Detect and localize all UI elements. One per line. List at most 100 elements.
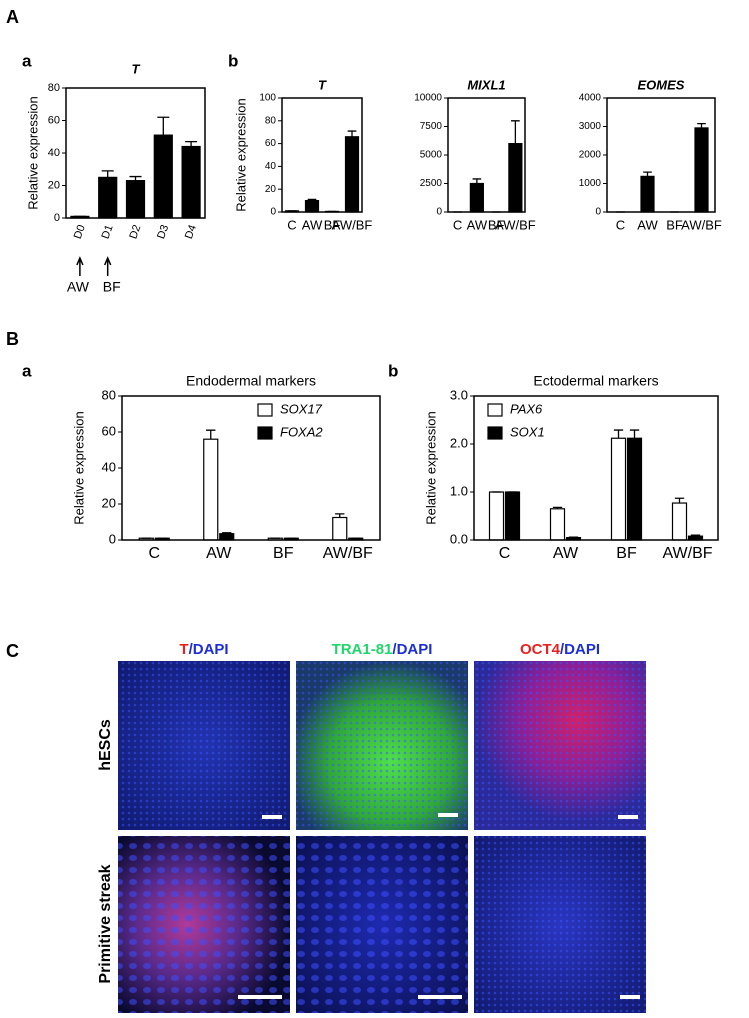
plot-frame [447,97,526,213]
legend-swatch [257,426,273,440]
x-tick-label: C [453,217,462,232]
x-tick-label: BF [488,217,505,232]
bar [98,176,118,219]
scale-bar [618,815,638,819]
image-texture [296,661,468,830]
error-bar [307,198,317,201]
error-bar [157,116,170,136]
x-tick-label: AW [553,545,579,562]
panel-label: A [6,7,19,27]
y-tick-label: 4000 [579,93,602,104]
column-label: TRA1-81/DAPI [332,641,433,658]
column-label: OCT4/DAPI [520,641,600,658]
image-texture [474,836,646,1013]
annotation: BF [103,279,121,295]
scale-bar [438,813,458,817]
x-tick-label: D3 [155,223,171,240]
annotation-arrow [104,256,112,276]
y-tick-label: 0 [270,207,276,218]
plot-frame [606,97,716,213]
y-tick-label: 60 [102,423,116,438]
bar [610,437,627,541]
y-tick-label: 40 [102,459,116,474]
error-bar [690,534,701,537]
y-tick-label: 20 [102,495,116,510]
x-tick-label: AW/BF [662,545,712,562]
y-axis-label: Relative expression [233,98,248,211]
image-texture [474,661,646,830]
scale-bar [262,815,282,819]
column-label-part: T [179,641,188,658]
row-label: Primitive streak [97,864,114,983]
y-tick-label: 80 [102,387,116,402]
x-tick-label: D2 [127,223,143,240]
x-tick-label: AW [467,217,488,232]
bar [125,180,146,219]
micrographs [118,661,646,1013]
x-tick-label: D1 [100,223,116,240]
column-label-part: /DAPI [392,641,432,658]
bar [469,182,484,213]
y-tick-label: 60 [48,114,60,126]
bar [219,533,235,541]
x-tick-label: AW [637,217,658,232]
y-tick-label: 80 [48,82,60,94]
y-axis-label: Relative expression [25,96,40,209]
chart-title: T [132,61,141,76]
y-tick-label: 100 [259,93,276,104]
chart-title: MIXL1 [467,77,505,92]
plot-frame [281,97,363,213]
chart-title: EOMES [638,77,685,92]
column-label-part: OCT4 [520,641,561,658]
error-bar [674,497,685,504]
x-tick-label: AW [302,217,323,232]
legend-swatch [487,403,503,417]
bar [626,437,643,541]
column-label-part: /DAPI [189,641,229,658]
y-axis-label: Relative expression [71,411,86,524]
x-tick-label: AW/BF [495,217,536,232]
bar [153,134,173,219]
row-label: hESCs [97,719,114,771]
y-axis-label: Relative expression [423,411,438,524]
legend-label: SOX17 [280,401,323,416]
x-tick-label: C [148,545,160,562]
image-texture [296,836,468,1013]
chart-title: Endodermal markers [186,373,316,389]
y-tick-label: 0 [595,207,601,218]
error-bar [222,532,232,534]
error-bar [613,429,624,439]
bar [508,143,523,213]
scale-bar [238,995,282,999]
bar [640,175,655,213]
y-tick-label: 0 [436,207,442,218]
error-bar [185,140,198,147]
error-bar [629,429,640,439]
y-tick-label: 2000 [579,150,602,161]
y-tick-label: 2.0 [450,435,468,450]
y-tick-label: 20 [265,184,277,195]
annotation: AW [67,279,90,295]
y-tick-label: 20 [48,179,60,191]
y-tick-label: 0 [109,531,116,546]
error-bar [129,175,142,181]
bar [203,438,219,541]
legend-swatch [257,403,273,417]
error-bar [697,123,706,128]
image-texture [118,661,290,830]
bar [332,516,348,541]
x-tick-label: BF [666,217,683,232]
y-tick-label: 10000 [414,93,442,104]
error-bar [511,120,520,144]
y-tick-label: 1.0 [450,483,468,498]
error-bar [206,429,216,440]
y-tick-label: 1000 [579,178,602,189]
bar [549,508,566,541]
y-tick-label: 7500 [420,121,443,132]
chart-title: Ectodermal markers [533,373,658,389]
error-bar [347,130,357,137]
bar [671,502,688,541]
x-tick-label: BF [324,217,341,232]
bar [694,127,709,213]
